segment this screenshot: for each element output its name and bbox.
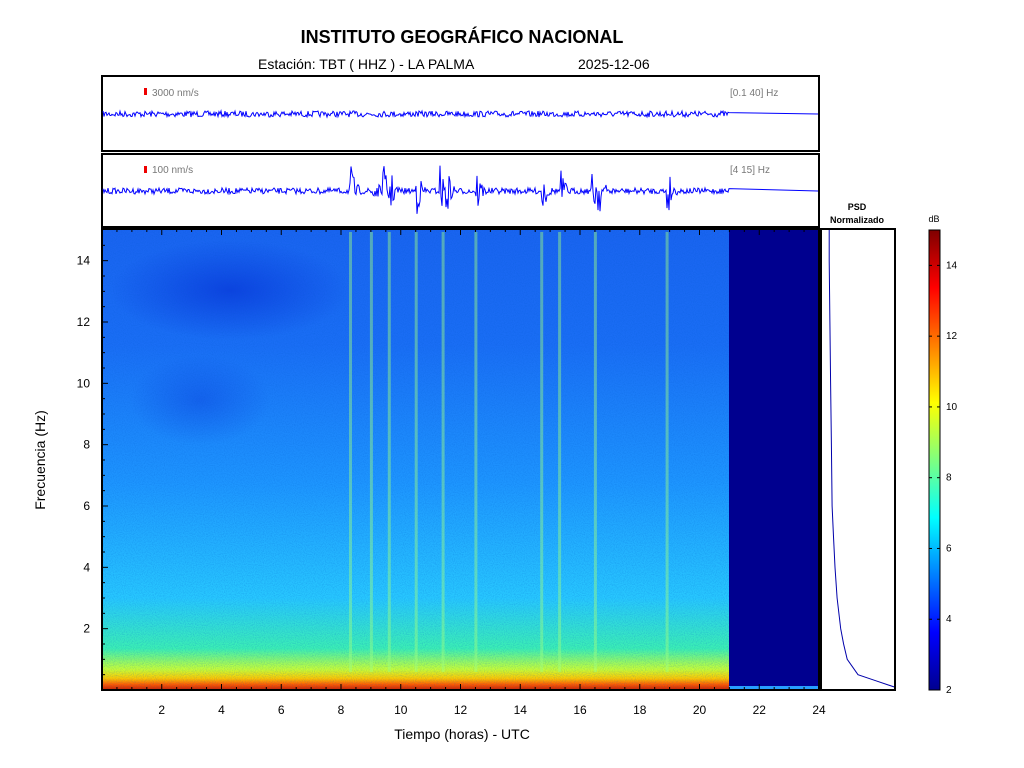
event-line-9 — [665, 232, 669, 672]
colorbar-scale — [928, 229, 941, 691]
x-tick-label: 20 — [693, 703, 707, 717]
psd-title: PSD — [848, 202, 867, 212]
colorbar-tick-label: 4 — [946, 614, 952, 625]
trace-filtered — [102, 165, 819, 214]
date-label: 2025-12-06 — [578, 56, 650, 72]
event-line-7 — [558, 232, 562, 672]
x-tick-label: 2 — [158, 703, 165, 717]
y-tick-label: 8 — [83, 438, 90, 452]
event-line-1 — [369, 232, 373, 672]
scale-label-2: 100 nm/s — [152, 165, 193, 176]
y-axis-label: Frecuencia (Hz) — [32, 410, 48, 510]
x-tick-label: 14 — [514, 703, 528, 717]
x-tick-label: 6 — [278, 703, 285, 717]
x-tick-label: 24 — [812, 703, 826, 717]
y-tick-label: 4 — [83, 560, 90, 574]
y-tick-label: 6 — [83, 499, 90, 513]
x-axis-label: Tiempo (horas) - UTC — [394, 726, 530, 742]
event-line-6 — [540, 232, 544, 672]
x-tick-label: 18 — [633, 703, 647, 717]
colorbar-unit: dB — [928, 214, 939, 224]
colorbar-tick-label: 8 — [946, 473, 952, 484]
scale-bar-2 — [144, 166, 147, 173]
psd-curve — [828, 230, 895, 688]
y-tick-label: 2 — [83, 622, 90, 636]
event-line-3 — [414, 232, 418, 672]
y-tick-label: 12 — [77, 315, 91, 329]
page-title: INSTITUTO GEOGRÁFICO NACIONAL — [300, 27, 624, 47]
seismogram-panel-2: 100 nm/s [4 15] Hz — [101, 153, 820, 228]
scale-bar-1 — [144, 88, 147, 95]
filter-label-2: [4 15] Hz — [730, 165, 770, 176]
station-label: Estación: TBT ( HHZ ) - LA PALMA — [258, 56, 475, 72]
spectrogram-texture — [102, 230, 729, 690]
psd-panel: PSD Normalizado — [820, 202, 896, 691]
colorbar-tick-label: 10 — [946, 402, 958, 413]
trace-broadband — [102, 109, 819, 119]
x-tick-label: 8 — [338, 703, 345, 717]
event-line-0 — [349, 232, 352, 672]
colorbar: dB 2 4 6 8 10 12 14 — [928, 214, 957, 696]
event-line-8 — [593, 232, 597, 672]
filter-label-1: [0.1 40] Hz — [730, 88, 778, 99]
x-tick-label: 22 — [753, 703, 767, 717]
colorbar-tick-label: 14 — [946, 260, 958, 271]
event-line-5 — [474, 232, 478, 672]
spectrogram-no-data — [729, 230, 819, 689]
psd-subtitle: Normalizado — [830, 215, 885, 225]
y-tick-label: 14 — [77, 254, 91, 268]
seismogram-panel-1: 3000 nm/s [0.1 40] Hz — [101, 75, 820, 152]
colorbar-tick-label: 2 — [946, 685, 952, 696]
colorbar-tick-label: 12 — [946, 331, 958, 342]
x-tick-label: 4 — [218, 703, 225, 717]
y-tick-label: 10 — [77, 376, 91, 390]
x-tick-label: 12 — [454, 703, 468, 717]
x-tick-label: 16 — [573, 703, 587, 717]
scale-label-1: 3000 nm/s — [152, 88, 199, 99]
x-tick-label: 10 — [394, 703, 408, 717]
event-line-4 — [441, 232, 445, 672]
event-line-2 — [387, 232, 391, 672]
colorbar-tick-label: 6 — [946, 543, 952, 554]
